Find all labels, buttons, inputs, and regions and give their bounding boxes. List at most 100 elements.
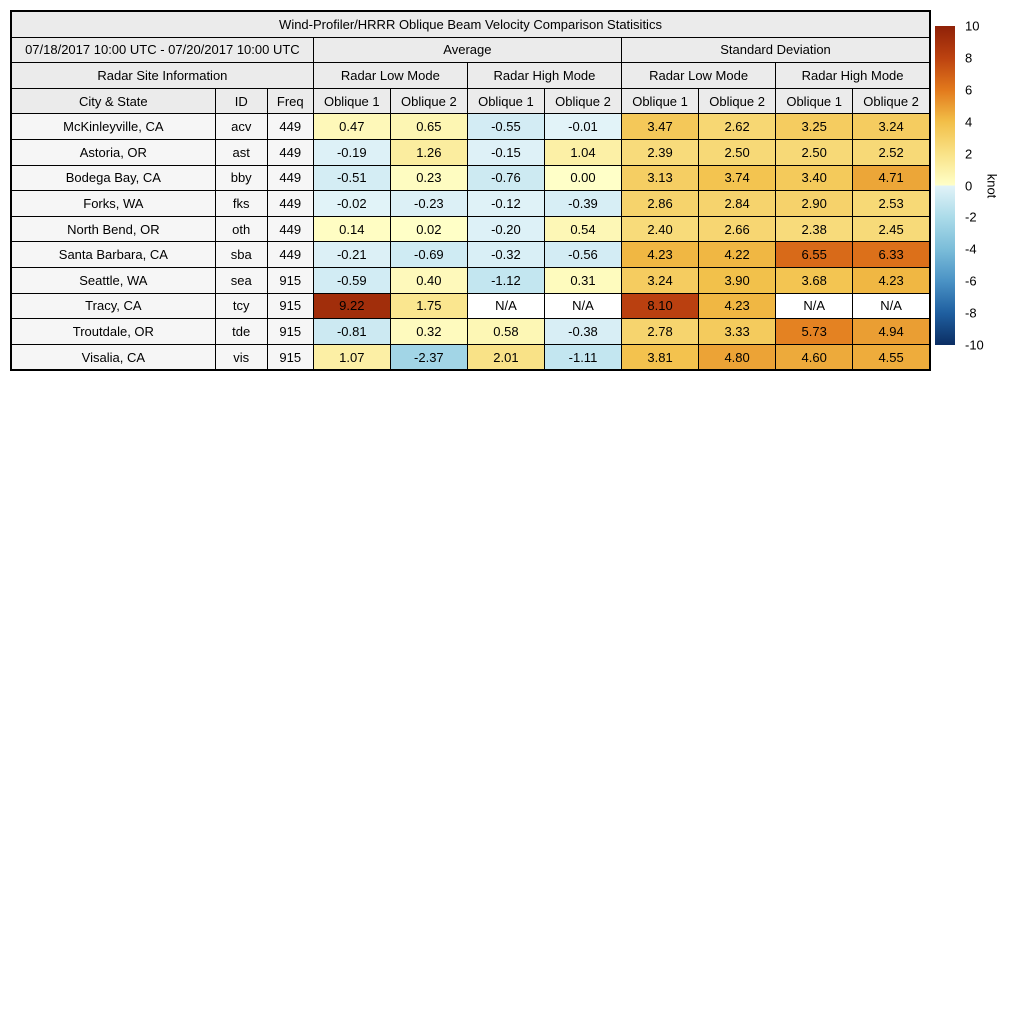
colorbar-tick-label: 6 (965, 82, 973, 98)
value-cell: -0.55 (466, 113, 545, 140)
city-cell: Visalia, CA (10, 343, 216, 371)
value-cell: 0.00 (543, 164, 623, 192)
id-cell: vis (214, 343, 268, 371)
value-cell: -0.56 (543, 241, 623, 268)
colorbar-tick-label: -10 (965, 337, 984, 353)
value-cell: 3.33 (698, 318, 777, 345)
value-cell: 6.33 (852, 241, 931, 268)
city-cell: McKinleyville, CA (10, 113, 216, 140)
city-cell: Astoria, OR (10, 138, 216, 166)
table-row: McKinleyville, CA acv 449 0.47 0.65 -0.55 -0.0… (10, 113, 931, 140)
value-cell: 0.14 (312, 215, 391, 243)
value-cell: -1.11 (543, 343, 623, 371)
freq-cell: 449 (266, 113, 314, 140)
value-cell: 2.50 (775, 138, 854, 166)
col-header-oblique: Oblique 2 (698, 87, 777, 115)
value-cell: 0.31 (543, 266, 623, 294)
value-cell: -0.51 (312, 164, 391, 192)
id-cell: fks (214, 190, 268, 217)
freq-cell: 915 (266, 343, 314, 371)
value-cell: 1.04 (543, 138, 623, 166)
mode-header-sd-low: Radar Low Mode (621, 62, 777, 89)
value-cell: 3.90 (698, 266, 777, 294)
value-cell: 6.55 (775, 241, 854, 268)
value-cell: 2.66 (698, 215, 777, 243)
value-cell: 0.47 (312, 113, 391, 140)
col-header-oblique: Oblique 2 (389, 87, 468, 115)
value-cell: 0.23 (389, 164, 468, 192)
table-row: Tracy, CA tcy 915 9.22 1.75 N/A N/A 8.10 4.23 N/A… (10, 292, 931, 320)
city-cell: Santa Barbara, CA (10, 241, 216, 268)
mode-header-sd-high: Radar High Mode (775, 62, 931, 89)
value-cell: 3.47 (621, 113, 700, 140)
value-cell: 2.40 (621, 215, 700, 243)
group-header-average: Average (312, 36, 623, 64)
table-title: Wind-Profiler/HRRR Oblique Beam Velocity… (10, 10, 931, 38)
value-cell: 2.84 (698, 190, 777, 217)
city-cell: Tracy, CA (10, 292, 216, 320)
table-row: Santa Barbara, CA sba 449 -0.21 -0.69 -0.32 -0… (10, 241, 931, 268)
column-header-row: City & State ID Freq Oblique 1 Oblique 2… (10, 87, 931, 115)
freq-cell: 915 (266, 266, 314, 294)
mode-header-avg-high: Radar High Mode (466, 62, 623, 89)
value-cell: 4.60 (775, 343, 854, 371)
value-cell: 1.07 (312, 343, 391, 371)
value-cell: N/A (466, 292, 545, 320)
value-cell: 4.71 (852, 164, 931, 192)
table-row: Astoria, OR ast 449 -0.19 1.26 -0.15 1.04 2.39 2… (10, 138, 931, 166)
value-cell: 0.58 (466, 318, 545, 345)
value-cell: 5.73 (775, 318, 854, 345)
value-cell: -0.01 (543, 113, 623, 140)
value-cell: 1.75 (389, 292, 468, 320)
freq-cell: 449 (266, 215, 314, 243)
value-cell: 3.24 (852, 113, 931, 140)
id-cell: bby (214, 164, 268, 192)
group-header-stddev: Standard Deviation (621, 36, 931, 64)
freq-cell: 449 (266, 138, 314, 166)
value-cell: -0.20 (466, 215, 545, 243)
value-cell: 2.01 (466, 343, 545, 371)
value-cell: 4.23 (621, 241, 700, 268)
city-cell: Seattle, WA (10, 266, 216, 294)
mode-header-row: Radar Site Information Radar Low Mode Ra… (10, 62, 931, 89)
value-cell: 2.50 (698, 138, 777, 166)
colorbar-tick-label: 4 (965, 114, 973, 130)
value-cell: 4.23 (698, 292, 777, 320)
mode-header-avg-low: Radar Low Mode (312, 62, 468, 89)
value-cell: 2.86 (621, 190, 700, 217)
value-cell: -0.02 (312, 190, 391, 217)
value-cell: 3.81 (621, 343, 700, 371)
id-cell: tcy (214, 292, 268, 320)
value-cell: -0.12 (466, 190, 545, 217)
colorbar-gradient (935, 26, 955, 345)
value-cell: 0.40 (389, 266, 468, 294)
value-cell: -0.38 (543, 318, 623, 345)
value-cell: 3.24 (621, 266, 700, 294)
comparison-statistics-table: Wind-Profiler/HRRR Oblique Beam Velocity… (10, 10, 931, 372)
freq-cell: 449 (266, 241, 314, 268)
col-header-oblique: Oblique 2 (852, 87, 931, 115)
value-cell: 2.78 (621, 318, 700, 345)
value-cell: N/A (775, 292, 854, 320)
id-cell: acv (214, 113, 268, 140)
table-row: Seattle, WA sea 915 -0.59 0.40 -1.12 0.31 3.24 3… (10, 266, 931, 294)
value-cell: 4.22 (698, 241, 777, 268)
group-header-row: 07/18/2017 10:00 UTC - 07/20/2017 10:00 … (10, 36, 931, 64)
colorbar-tick-label: -4 (965, 241, 977, 257)
value-cell: N/A (543, 292, 623, 320)
value-cell: 8.10 (621, 292, 700, 320)
value-cell: 3.68 (775, 266, 854, 294)
value-cell: N/A (852, 292, 931, 320)
col-header-city: City & State (10, 87, 216, 115)
value-cell: -2.37 (389, 343, 468, 371)
col-header-oblique: Oblique 1 (312, 87, 391, 115)
table-row: Visalia, CA vis 915 1.07 -2.37 2.01 -1.11 3.81 4… (10, 343, 931, 371)
value-cell: 0.54 (543, 215, 623, 243)
colorbar-tick-label: -2 (965, 209, 977, 225)
value-cell: 0.32 (389, 318, 468, 345)
value-cell: 2.90 (775, 190, 854, 217)
value-cell: 4.23 (852, 266, 931, 294)
value-cell: -0.69 (389, 241, 468, 268)
colorbar-tick-label: 2 (965, 146, 973, 162)
city-cell: Forks, WA (10, 190, 216, 217)
